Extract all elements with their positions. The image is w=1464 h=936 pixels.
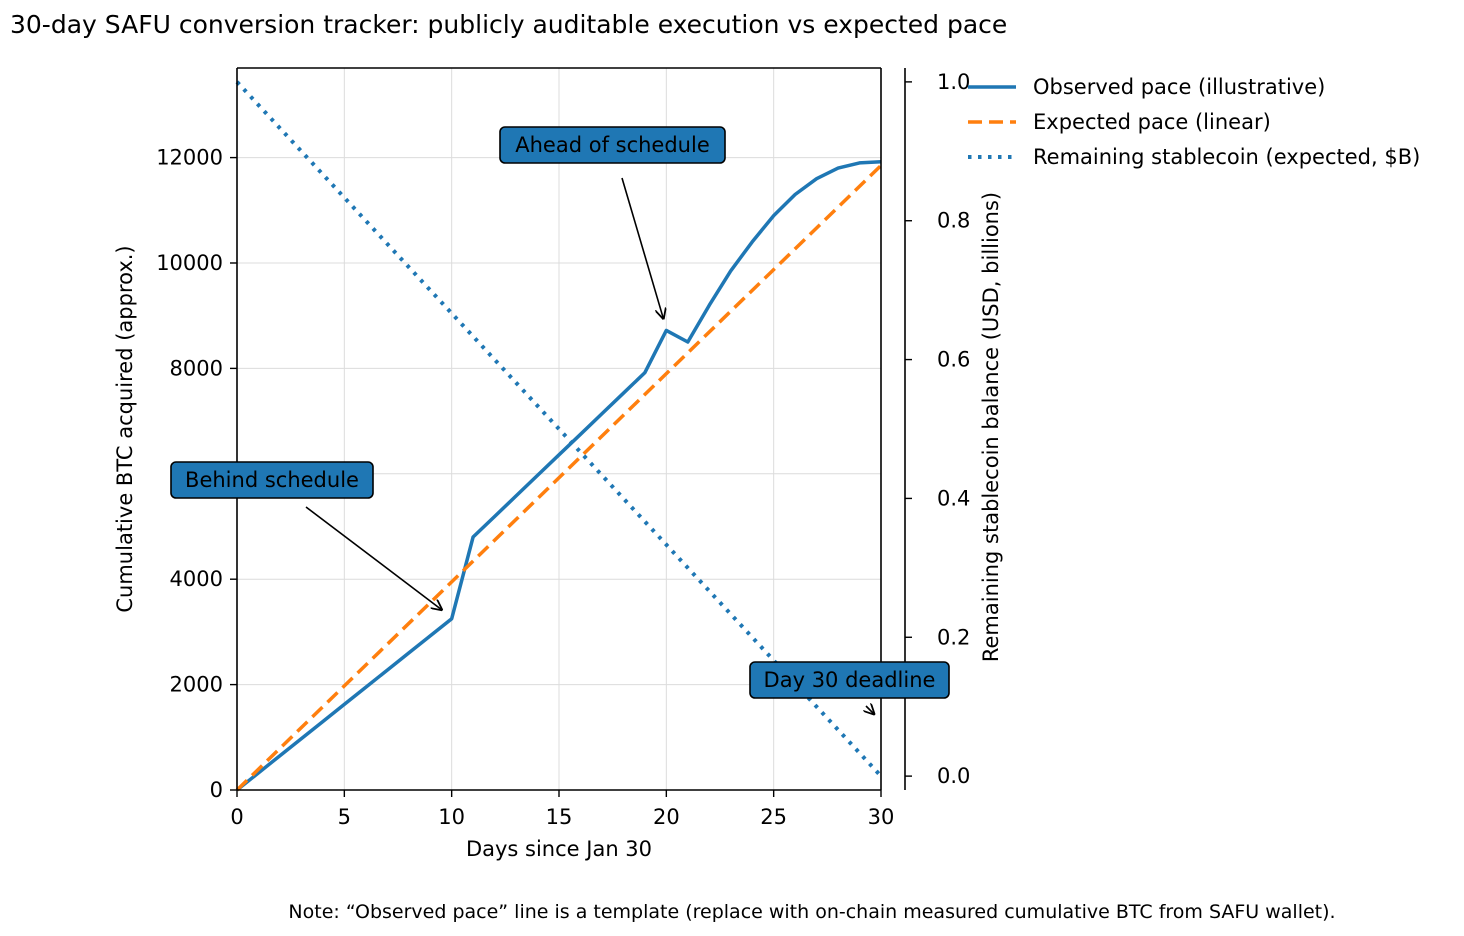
y-axis-label: Cumulative BTC acquired (approx.): [113, 245, 137, 612]
y2-tick-label: 0.4: [937, 486, 970, 510]
x-axis-label: Days since Jan 30: [466, 837, 652, 861]
annotation-arrow: [621, 177, 663, 318]
x-tick-label: 20: [653, 805, 680, 829]
annotation-box: [170, 461, 374, 499]
annotation-arrow: [866, 706, 874, 714]
x-tick-label: 5: [338, 805, 351, 829]
y2-tick-label: 0.8: [937, 209, 970, 233]
series-line-2: [235, 164, 883, 792]
y-tick-label: 2000: [170, 673, 223, 697]
y2-tick-label: 0.0: [937, 764, 970, 788]
y2-axis-label: Remaining stablecoin balance (USD, billi…: [979, 192, 1003, 662]
series-layer: [235, 80, 883, 792]
y2-tick-label: 1.0: [937, 70, 970, 94]
x-tick-label: 10: [438, 805, 465, 829]
axes: 0510152025300200040006000800010000120000…: [113, 67, 1003, 861]
y-tick-label: 0: [210, 778, 223, 802]
annotation-box: [499, 126, 726, 164]
series-line-3: [235, 80, 883, 778]
annotation-label: Ahead of schedule: [515, 133, 710, 157]
x-tick-label: 30: [868, 805, 895, 829]
x-tick-label: 0: [230, 805, 243, 829]
x-tick-label: 15: [546, 805, 573, 829]
legend-label-3: Remaining stablecoin (expected, $B): [1033, 145, 1420, 169]
legend-label-2: Expected pace (linear): [1033, 110, 1271, 134]
annotation-label: Behind schedule: [185, 468, 359, 492]
chart-title: 30-day SAFU conversion tracker: publicly…: [10, 10, 1008, 39]
annotation-box: [749, 661, 950, 699]
annotations: Ahead of schedule Behind schedule Day 30 d…: [170, 126, 950, 714]
y-tick-label: 10000: [156, 251, 223, 275]
x-tick-label: 25: [760, 805, 787, 829]
y-tick-label: 12000: [156, 146, 223, 170]
y-tick-label: 8000: [170, 356, 223, 380]
y2-tick-label: 0.6: [937, 348, 970, 372]
y-tick-label: 4000: [170, 567, 223, 591]
annotation-label: Day 30 deadline: [764, 668, 936, 692]
annotation-arrow: [305, 506, 442, 610]
legend-label-1: Observed pace (illustrative): [1033, 75, 1325, 99]
footnote: Note: “Observed pace” line is a template…: [288, 901, 1336, 923]
y2-tick-label: 0.2: [937, 625, 970, 649]
legend: Observed pace (illustrative) Expected pac…: [968, 75, 1420, 169]
series-line-1: [235, 160, 882, 792]
